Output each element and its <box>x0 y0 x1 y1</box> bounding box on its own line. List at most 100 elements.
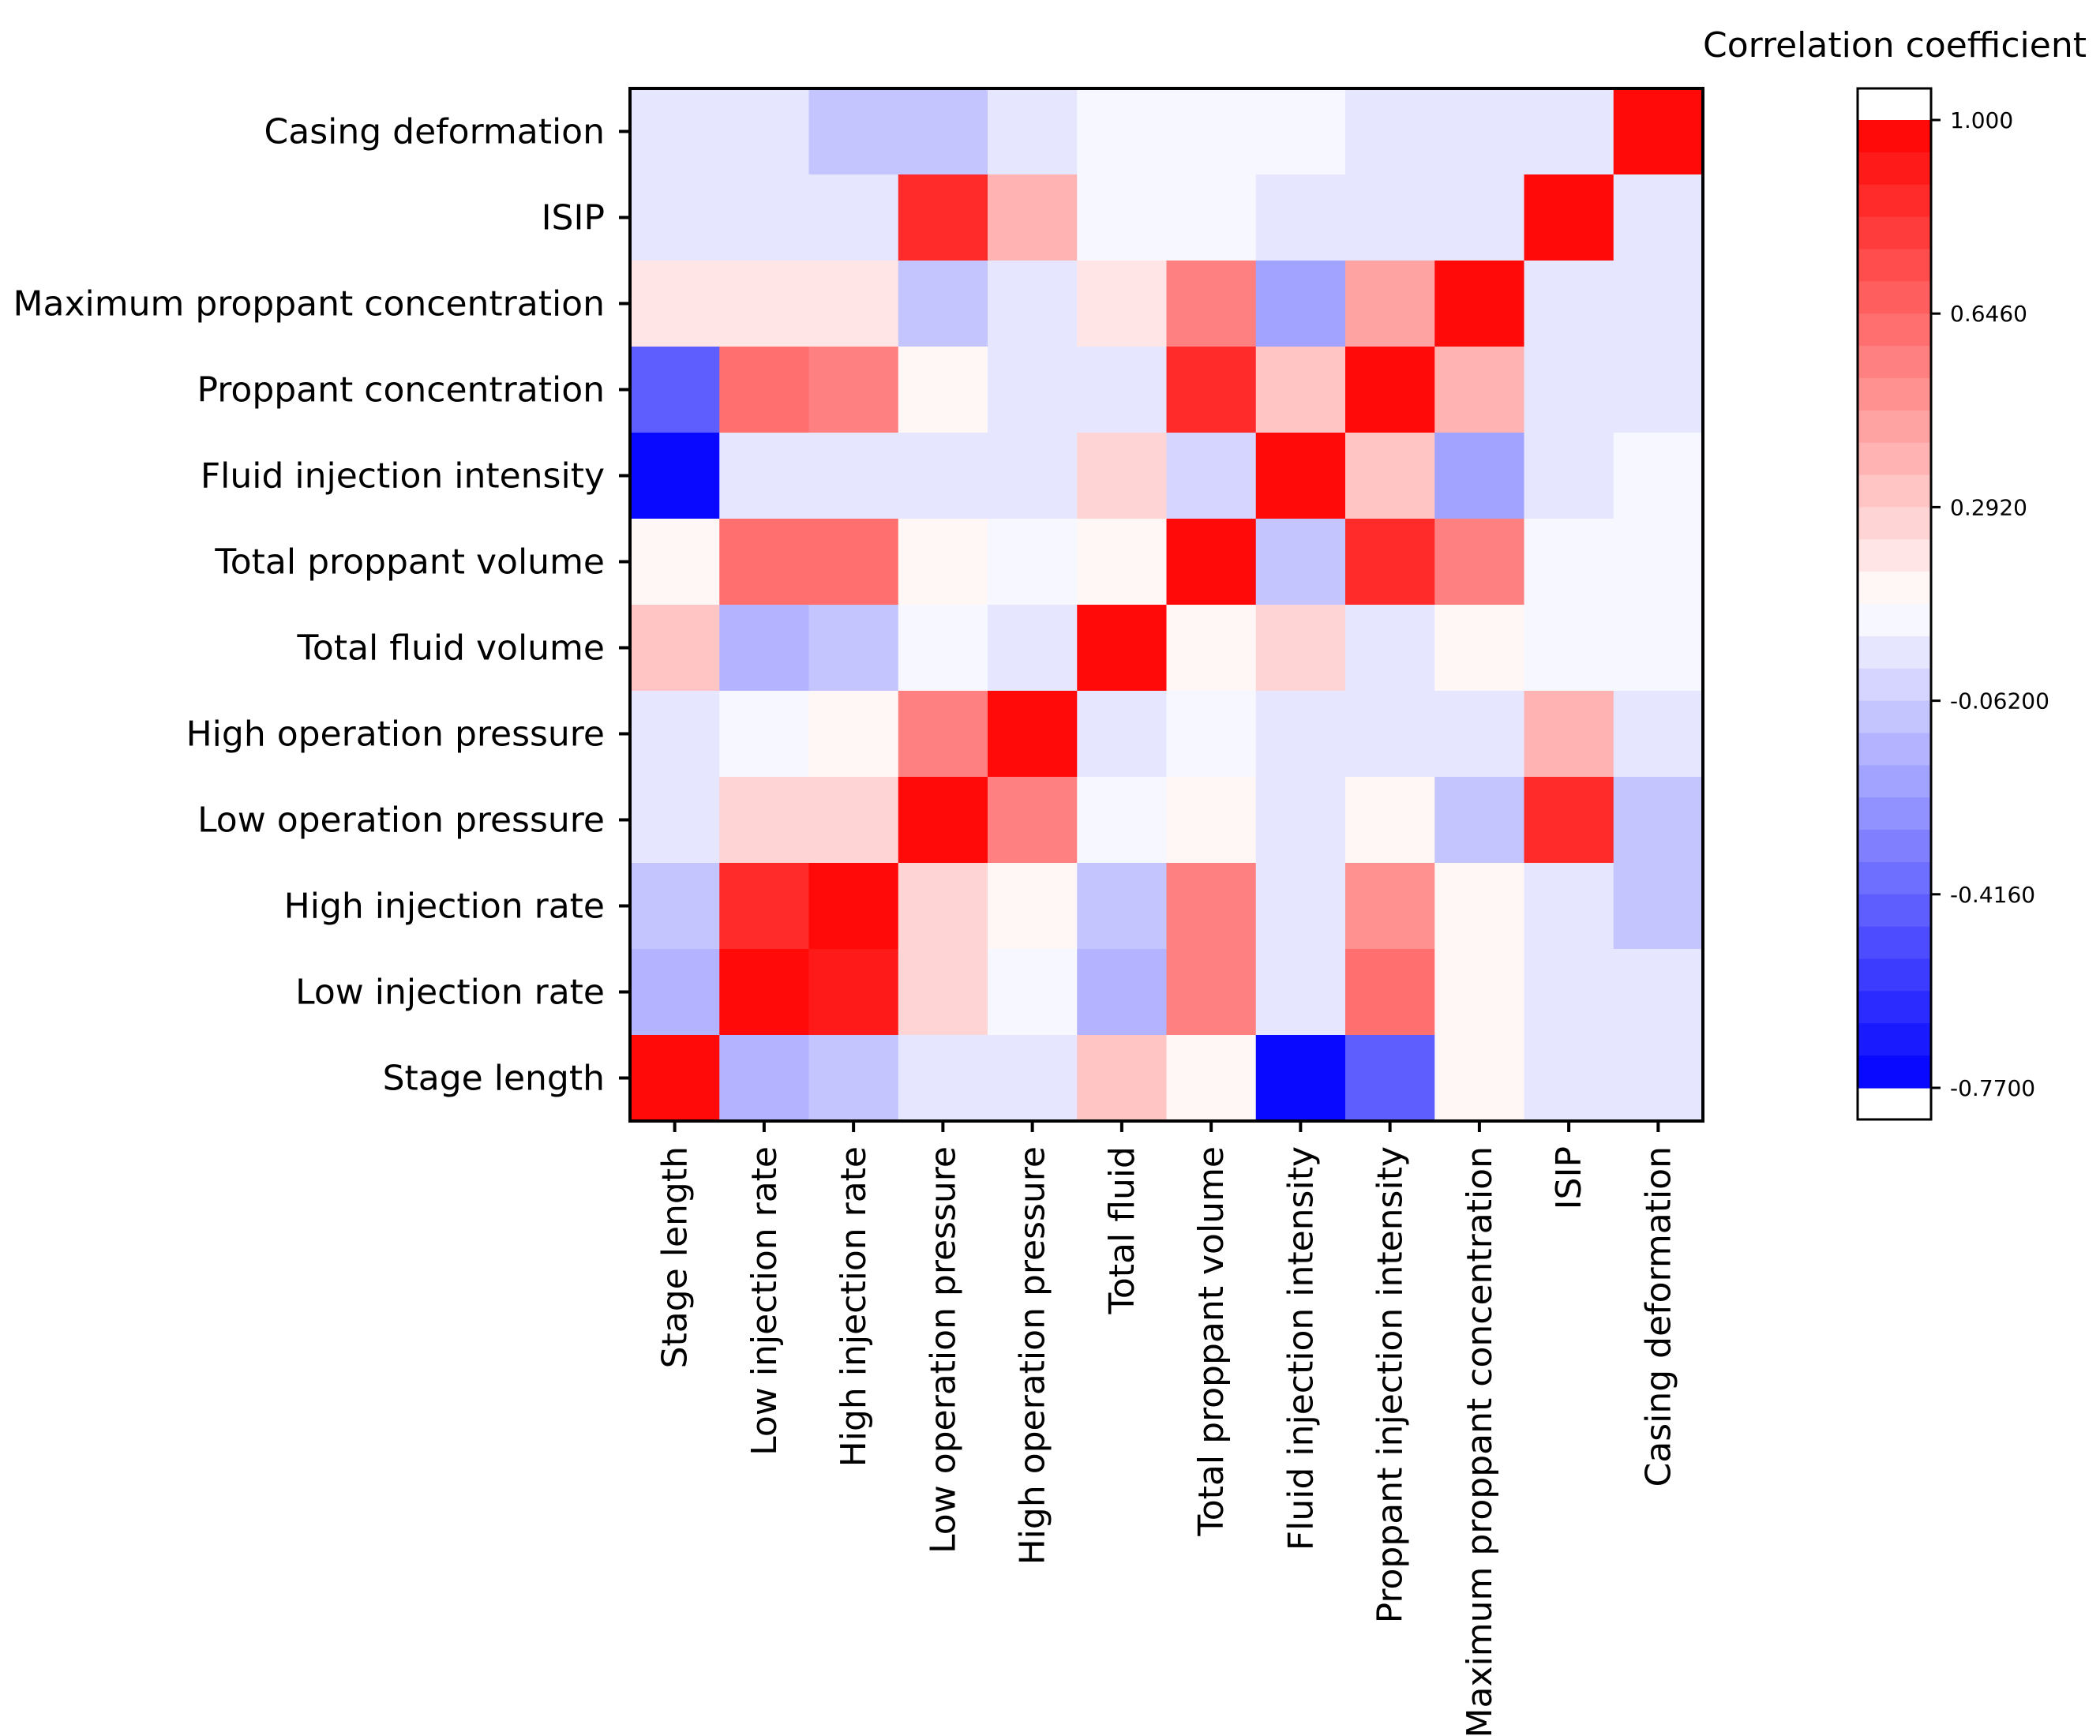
colorbar-tick-label: -0.7700 <box>1950 1075 2035 1101</box>
y-tick-label: Stage length <box>383 1059 605 1099</box>
x-axis: Stage length Low injection rate High injec… <box>655 1121 1678 1736</box>
heatmap-cell <box>808 174 899 261</box>
heatmap-cell <box>1524 777 1614 864</box>
heatmap-cell <box>719 88 810 175</box>
y-tick-label: Proppant concentration <box>197 370 605 411</box>
x-tick-label: Stage length <box>655 1146 696 1368</box>
heatmap-cell <box>1524 691 1614 778</box>
colorbar-frame <box>1856 87 1933 1121</box>
y-tick-label: ISIP <box>542 198 605 238</box>
heatmap-cell <box>1255 88 1346 175</box>
heatmap-cell <box>630 863 720 950</box>
heatmap-cell <box>1524 605 1614 692</box>
heatmap-cell <box>1166 1035 1257 1122</box>
heatmap-cell <box>1166 949 1257 1036</box>
heatmap-cell <box>808 433 899 519</box>
heatmap-cell <box>1345 949 1435 1036</box>
heatmap-cell <box>808 949 899 1036</box>
heatmap-cell <box>1255 519 1346 606</box>
heatmap-cell <box>630 605 720 692</box>
heatmap-cell <box>1077 1035 1168 1122</box>
heatmap-cell <box>1255 691 1346 778</box>
y-tick-label: Low operation pressure <box>197 801 605 841</box>
x-tick-label: Total fluid <box>1102 1146 1142 1315</box>
heatmap-cell <box>1077 777 1168 864</box>
colorbar-tick-label: -0.4160 <box>1950 882 2035 908</box>
heatmap-cell <box>1524 1035 1614 1122</box>
heatmap-cell <box>1434 1035 1525 1122</box>
colorbar-swatch <box>1858 152 1931 186</box>
heatmap-cell <box>1524 863 1614 950</box>
heatmap-cell <box>898 88 988 175</box>
heatmap-cell <box>1434 174 1525 261</box>
colorbar-swatch <box>1858 346 1931 379</box>
heatmap-cell <box>1345 863 1435 950</box>
colorbar-swatch <box>1858 668 1931 702</box>
heatmap-cell <box>719 605 810 692</box>
colorbar-tick-label: 0.2920 <box>1950 494 2027 520</box>
heatmap-cell <box>808 261 899 347</box>
heatmap-cell <box>1077 174 1168 261</box>
heatmap-cell <box>1524 174 1614 261</box>
colorbar-swatch <box>1858 474 1931 508</box>
heatmap-cell <box>1166 691 1257 778</box>
heatmap-cell <box>898 1035 988 1122</box>
heatmap-cell <box>898 519 988 606</box>
heatmap-cell <box>630 777 720 864</box>
heatmap-cell <box>1077 88 1168 175</box>
heatmap-cell <box>1345 605 1435 692</box>
x-tick-label: ISIP <box>1549 1146 1589 1209</box>
heatmap-cell <box>1345 519 1435 606</box>
heatmap-cell <box>1166 174 1257 261</box>
heatmap-cell <box>1345 433 1435 519</box>
colorbar-swatch <box>1858 281 1931 314</box>
heatmap-cell <box>630 949 720 1036</box>
heatmap-cell <box>898 433 988 519</box>
heatmap-cell <box>630 433 720 519</box>
heatmap-cell <box>1255 347 1346 433</box>
heatmap-cell <box>898 949 988 1036</box>
heatmap-cell <box>988 261 1078 347</box>
heatmap-cell <box>1613 605 1704 692</box>
colorbar-tick-label: 1.000 <box>1950 107 2013 133</box>
colorbar-swatch <box>1858 410 1931 444</box>
heatmap-cells <box>630 88 1704 1122</box>
heatmap-cell <box>719 261 810 347</box>
heatmap-cell <box>1166 88 1257 175</box>
colorbar-swatch <box>1858 894 1931 928</box>
heatmap-cell <box>1166 347 1257 433</box>
heatmap-cell <box>719 863 810 950</box>
colorbar-swatch <box>1858 830 1931 863</box>
y-tick-label: Fluid injection intensity <box>201 456 605 497</box>
heatmap-cell <box>1434 261 1525 347</box>
heatmap-cell <box>898 605 988 692</box>
heatmap-cell <box>1345 174 1435 261</box>
heatmap-cell <box>1613 433 1704 519</box>
heatmap-cell <box>1077 691 1168 778</box>
heatmap-cell <box>1255 863 1346 950</box>
colorbar-swatch <box>1858 377 1931 411</box>
heatmap-cell <box>1077 347 1168 433</box>
heatmap-cell <box>1166 777 1257 864</box>
heatmap-cell <box>1434 433 1525 519</box>
heatmap-cell <box>808 605 899 692</box>
heatmap-cell <box>1255 261 1346 347</box>
heatmap-cell <box>898 261 988 347</box>
heatmap-cell <box>988 174 1078 261</box>
heatmap-cell <box>1345 261 1435 347</box>
heatmap-cell <box>1434 519 1525 606</box>
heatmap-cell <box>808 88 899 175</box>
x-tick-label: Low injection rate <box>744 1146 785 1456</box>
heatmap-cell <box>719 1035 810 1122</box>
heatmap-cell <box>1434 863 1525 950</box>
heatmap-cell <box>1255 1035 1346 1122</box>
y-tick-label: Total proppant volume <box>214 542 605 583</box>
colorbar-swatch <box>1858 797 1931 831</box>
x-tick-label: Maximum proppant concentration <box>1460 1146 1500 1736</box>
heatmap-cell <box>1345 777 1435 864</box>
colorbar-swatch <box>1858 1023 1931 1056</box>
heatmap-cell <box>719 691 810 778</box>
colorbar-swatch <box>1858 958 1931 992</box>
heatmap-cell <box>1077 605 1168 692</box>
